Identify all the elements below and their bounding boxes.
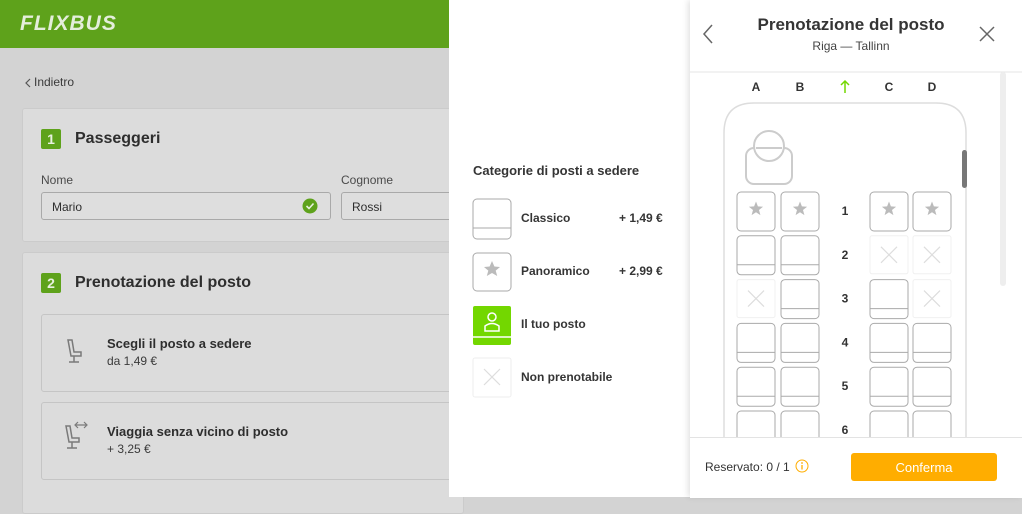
legend-label: Non prenotabile [521,370,613,384]
logo[interactable]: FLIXBUS [20,12,117,35]
name-input[interactable]: Mario [41,192,331,220]
column-label: B [796,80,805,94]
seat-box [869,366,909,407]
row-label: 6 [842,423,849,437]
back-link[interactable]: Indietro [34,75,75,89]
seat-panoramic[interactable] [912,191,952,232]
seat-classic[interactable] [869,322,909,363]
seat-classic[interactable] [869,366,909,407]
scroll-track [1000,72,1006,286]
seat-panoramic[interactable] [736,191,776,232]
seat-unavailable [912,279,952,319]
top-bar [0,0,449,48]
valid-icon [302,198,318,214]
seat-classic[interactable] [736,322,776,363]
seat-box [780,279,820,320]
legend-label: Classico [521,211,571,225]
step-badge: 2 [41,273,61,293]
legend-classic [472,198,512,240]
seat-box [869,279,909,320]
seat-cross [923,246,941,264]
field-label: Cognome [341,173,394,187]
panel-title: Prenotazione del posto [757,15,944,34]
seat-classic[interactable] [780,366,820,407]
back-button[interactable] [702,24,713,44]
seat-star [792,201,808,216]
section-title: Passeggeri [75,130,161,147]
seat-star [924,201,940,216]
legend-price: + 1,49 € [619,211,663,225]
info-icon[interactable] [795,459,809,473]
seat-classic[interactable] [912,322,952,363]
option-card[interactable] [41,314,463,392]
option-title: Viaggia senza vicino di posto [107,424,289,439]
seat-box [869,322,909,363]
direction-arrow [840,79,850,86]
row-label: 4 [842,335,849,349]
seat-classic[interactable] [912,366,952,407]
row-label: 3 [842,292,849,306]
legend-unavailable [472,357,512,398]
close-button[interactable] [979,26,995,42]
reserved-count: Reservato: 0 / 1 [705,460,790,474]
seat-classic[interactable] [736,235,776,276]
seat-classic[interactable] [780,279,820,320]
option-title: Scegli il posto a sedere [107,336,252,351]
legend-icons [472,198,512,398]
seat-icon [67,339,82,363]
seat-box [912,366,952,407]
seat-box [780,235,820,276]
option-price: da 1,49 € [107,354,158,368]
column-label: A [752,80,761,94]
legend-title: Categorie di posti a sedere [473,163,640,178]
seat-cross [747,290,765,308]
seat-classic[interactable] [780,235,820,276]
section-title: Prenotazione del posto [75,274,252,291]
passengers-card [22,108,464,242]
step-badge: 1 [41,129,61,149]
seat-star [748,201,764,216]
seat-star [881,201,897,216]
field-label: Nome [41,173,74,187]
scroll-thumb[interactable] [962,150,967,188]
seat-cross [880,246,898,264]
seat-panoramic[interactable] [780,191,820,232]
seat-map: Prenotazione del posto Riga — Tallinn A B… [690,15,1022,497]
seat-empty-icon [65,421,88,449]
seat-box [736,366,776,407]
row-label: 1 [842,204,849,218]
seat-box [780,366,820,407]
seat-box [736,235,776,276]
row-label: 5 [842,379,849,393]
legend-label: Panoramico [521,264,590,278]
legend-price: + 2,99 € [619,264,663,278]
option-card[interactable] [41,402,463,480]
seat-classic[interactable] [780,322,820,363]
seat-classic[interactable] [736,366,776,407]
column-label: D [928,80,937,94]
seat-classic[interactable] [869,279,909,320]
route: Riga — Tallinn [812,39,889,53]
legend-your-seat [473,306,511,345]
legend-panel [449,0,690,497]
seat-unavailable [736,279,776,319]
back-chevron [25,78,31,88]
confirm-button[interactable]: Conferma [851,453,997,481]
driver-seat [745,130,793,185]
seat-box [736,322,776,363]
seat-unavailable [869,235,909,275]
legend-label: Il tuo posto [521,317,586,331]
seat-cross [923,290,941,308]
option-price: + 3,25 € [107,442,151,456]
bus-outline [723,102,967,497]
seat-panoramic[interactable] [869,191,909,232]
column-label: C [885,80,894,94]
legend-panoramic [472,252,512,292]
seat-box [912,322,952,363]
row-label: 2 [842,248,849,262]
seat-box [780,322,820,363]
seat-unavailable [912,235,952,275]
